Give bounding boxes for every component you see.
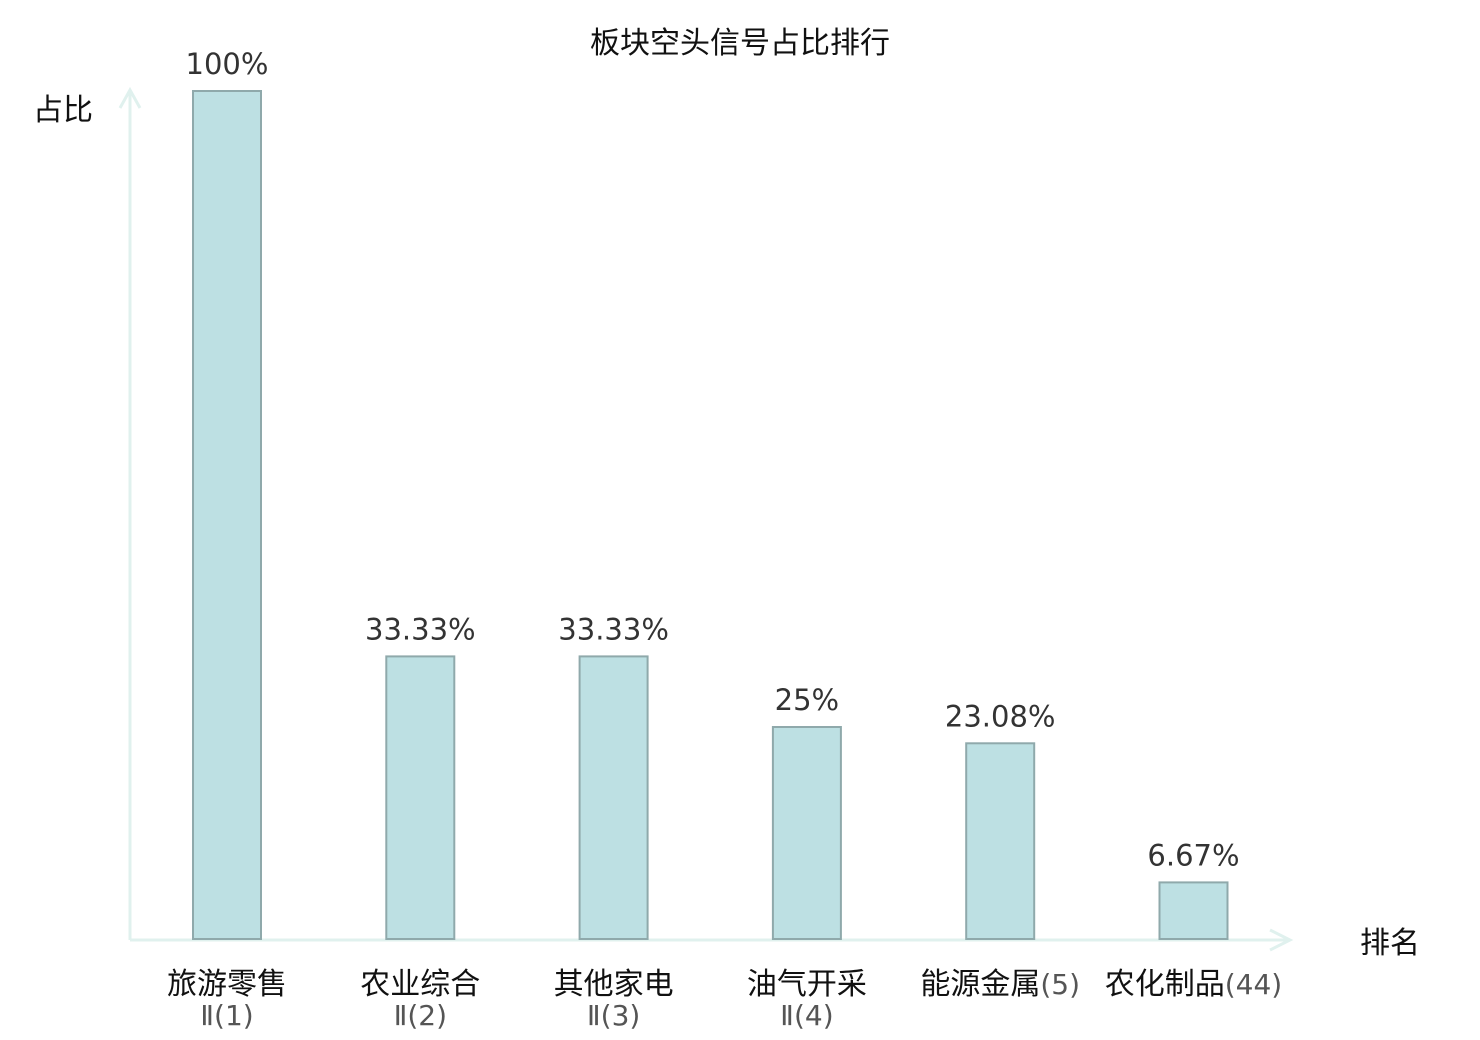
y-axis-label: 占比 <box>33 93 93 128</box>
bar-value-label: 100% <box>186 47 269 81</box>
x-tick-rank: Ⅱ(3) <box>587 999 640 1032</box>
value-labels-group: 100% 33.33% 33.33% 25% 23.08% 6.67% <box>186 47 1240 872</box>
x-tick-label: 其他家电 <box>554 967 674 1002</box>
x-tick-rank: Ⅱ(4) <box>780 999 833 1032</box>
x-tick-rank: (5) <box>1040 968 1080 1001</box>
x-tick-label: 农业综合 <box>360 967 480 1002</box>
bar-value-label: 6.67% <box>1147 838 1239 872</box>
bar-value-label: 23.08% <box>945 699 1056 733</box>
x-tick-label: 油气开采 <box>747 967 867 1002</box>
bar-value-label: 25% <box>775 683 839 717</box>
bars-group <box>192 90 1229 941</box>
x-axis-arrow <box>1269 928 1294 952</box>
chart-title: 板块空头信号占比排行 <box>590 26 890 61</box>
bar <box>385 655 456 941</box>
bar-value-label: 33.33% <box>365 612 476 646</box>
bar-value-label: 33.33% <box>558 612 669 646</box>
axes <box>118 86 1294 952</box>
x-tick-label: 能源金属(5) <box>920 967 1080 1002</box>
x-tick-rank: (44) <box>1225 968 1282 1001</box>
bar <box>1158 881 1229 941</box>
x-tick-rank: Ⅱ(1) <box>200 999 253 1032</box>
x-axis-label: 排名 <box>1360 926 1420 961</box>
bar <box>771 726 842 940</box>
x-tick-rank: Ⅱ(2) <box>394 999 447 1032</box>
x-tick-label: 旅游零售 <box>167 967 287 1002</box>
bar <box>578 655 649 941</box>
x-tick-name: 农化制品 <box>1105 967 1225 1002</box>
y-axis-arrow <box>118 86 142 109</box>
bar <box>965 742 1036 940</box>
x-tick-name: 能源金属 <box>920 967 1040 1002</box>
x-tick-label: 农化制品(44) <box>1105 967 1282 1002</box>
bar <box>192 90 262 940</box>
